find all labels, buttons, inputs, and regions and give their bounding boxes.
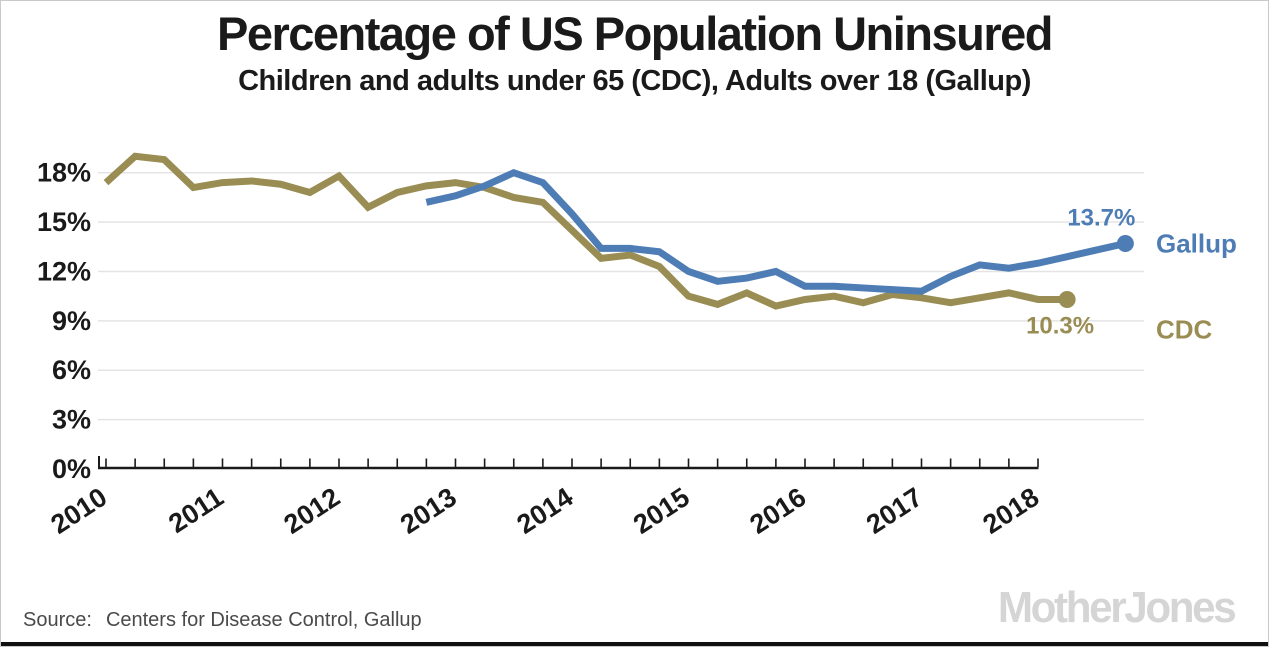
gallup-end-dot bbox=[1116, 234, 1134, 252]
x-year-label: 2010 bbox=[46, 482, 113, 540]
gallup-line bbox=[425, 168, 1127, 295]
y-tick-label: 12% bbox=[37, 256, 91, 286]
x-year-label: 2016 bbox=[745, 482, 812, 540]
x-year-label: 2018 bbox=[978, 482, 1045, 540]
x-year-label: 2013 bbox=[395, 482, 462, 540]
y-tick-label: 18% bbox=[37, 158, 91, 188]
cdc-series-label: CDC bbox=[1156, 314, 1213, 344]
y-tick-label: 3% bbox=[52, 405, 91, 435]
chart-subtitle: Children and adults under 65 (CDC), Adul… bbox=[238, 65, 1031, 97]
x-year-label: 2014 bbox=[512, 482, 579, 540]
y-tick-label: 15% bbox=[37, 207, 91, 237]
cdc-line bbox=[103, 152, 1068, 310]
y-tick-label: 9% bbox=[52, 306, 91, 336]
cdc-end-value-label: 10.3% bbox=[1026, 312, 1094, 339]
y-tick-label: 6% bbox=[52, 355, 91, 385]
gallup-series-label: Gallup bbox=[1156, 228, 1237, 258]
x-year-label: 2017 bbox=[861, 482, 928, 540]
source-note: Source: Centers for Disease Control, Gall… bbox=[23, 609, 422, 632]
x-year-label: 2011 bbox=[163, 482, 228, 539]
x-year-label: 2012 bbox=[279, 482, 346, 540]
bottom-bar bbox=[1, 642, 1268, 646]
motherjones-logo: MotherJones bbox=[997, 583, 1237, 632]
chart-title: Percentage of US Population Uninsured bbox=[217, 7, 1054, 60]
source-text: Centers for Disease Control, Gallup bbox=[105, 609, 422, 631]
x-year-label: 2015 bbox=[628, 482, 695, 540]
cdc-end-dot bbox=[1058, 290, 1076, 308]
y-tick-label: 0% bbox=[52, 454, 91, 484]
gallup-end-value-label: 13.7% bbox=[1067, 204, 1135, 231]
source-label: Source: bbox=[23, 609, 92, 631]
